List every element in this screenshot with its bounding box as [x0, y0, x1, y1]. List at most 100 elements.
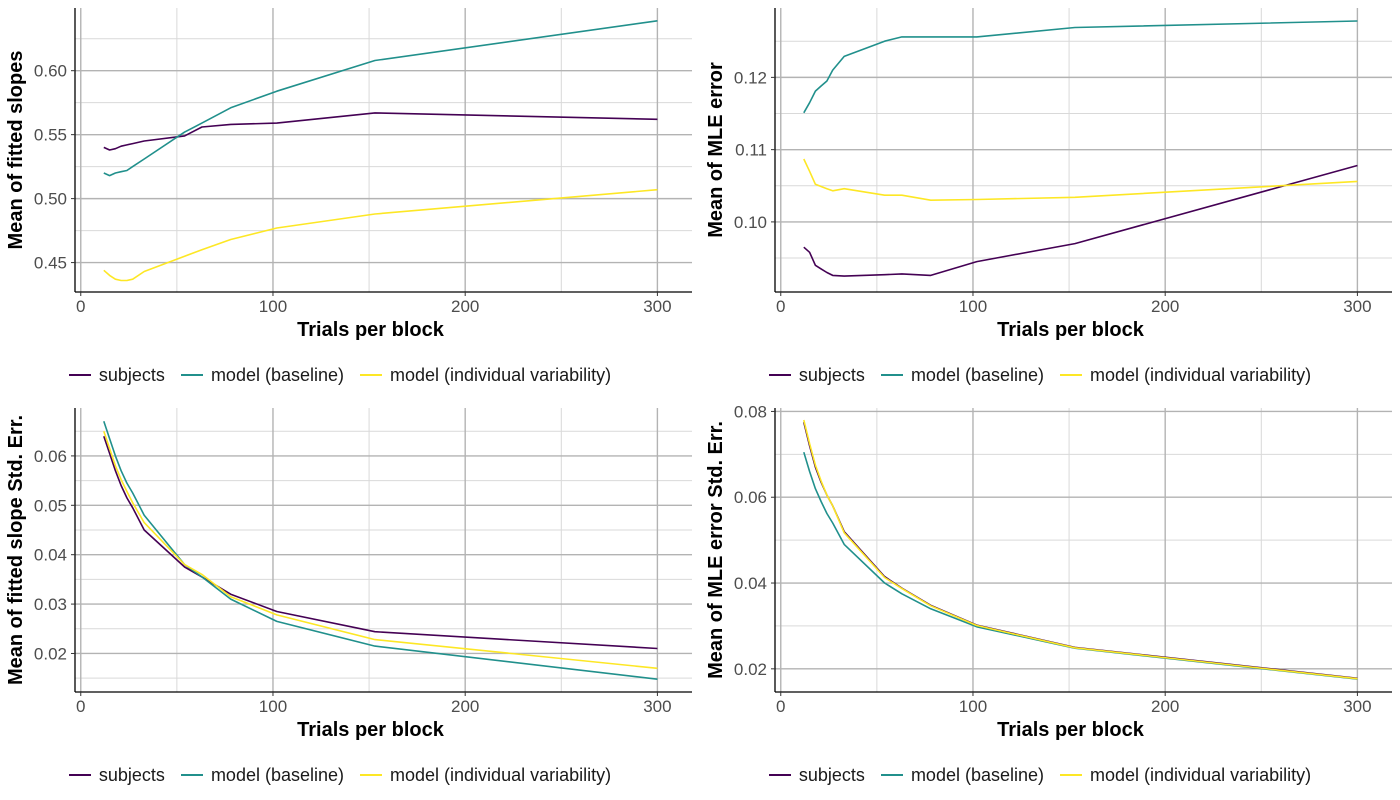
series-line-model-baseline — [103, 421, 658, 680]
y-axis-title: Mean of MLE error Std. Err. — [705, 421, 727, 679]
y-axis-title: Mean of fitted slope Std. Err. — [5, 415, 27, 685]
y-tick-label: 0.04 — [34, 546, 67, 565]
chart-plot: 0 100 200 300 0.45 0.50 0.55 0.60 Trials per blo… — [5, 8, 692, 341]
legend-label: model (baseline) — [210, 364, 345, 385]
legend-label: model (individual variability) — [1090, 364, 1312, 385]
x-tick-label: 100 — [259, 297, 287, 316]
legend-item: subjects — [68, 364, 165, 386]
x-tick-label: 0 — [76, 697, 85, 716]
series-line-subjects — [103, 435, 658, 650]
x-tick-label: 0 — [76, 297, 85, 316]
x-tick-label: 200 — [1151, 297, 1179, 316]
legend-item: model (individual variability) — [1060, 765, 1311, 786]
legend-key — [880, 774, 903, 776]
chart-panel-mle-error: 0 100 200 300 0.10 0.11 0.12 Trials per block Me… — [700, 0, 1400, 400]
y-tick-label: 0.50 — [34, 190, 67, 209]
legend-key — [180, 374, 203, 376]
x-tick-label: 300 — [643, 697, 671, 716]
x-tick-label: 200 — [451, 297, 479, 316]
legend-label: model (individual variability) — [390, 764, 612, 785]
y-tick-label: 0.08 — [734, 402, 767, 421]
series-line-model-individual-variability — [103, 188, 658, 282]
legend-key — [360, 774, 383, 776]
legend-label: subjects — [98, 764, 165, 785]
legend-item: model (individual variability) — [360, 365, 611, 386]
legend: subjects model (baseline) model (individua… — [0, 762, 690, 788]
x-tick-label: 0 — [776, 297, 785, 316]
legend-label: model (individual variability) — [390, 364, 612, 385]
minor-gridlines — [75, 408, 692, 692]
major-gridlines — [75, 8, 692, 292]
series-line-model-baseline — [803, 20, 1358, 114]
y-tick-label: 0.06 — [734, 488, 767, 507]
legend-key — [1060, 774, 1083, 776]
x-axis-title: Trials per block — [297, 719, 445, 741]
legend-item: model (baseline) — [180, 364, 345, 386]
x-axis-title: Trials per block — [297, 319, 445, 341]
series-line-model-individual-variability — [803, 419, 1358, 680]
chart-plot: 0 100 200 300 0.02 0.03 0.04 0.05 0.06 Trials per… — [5, 408, 692, 741]
legend-label: subjects — [798, 764, 865, 785]
x-tick-label: 200 — [1151, 697, 1179, 716]
legend-key — [1060, 374, 1083, 376]
legend-label: model (baseline) — [910, 364, 1045, 385]
x-tick-label: 300 — [643, 297, 671, 316]
x-tick-label: 100 — [959, 697, 987, 716]
legend: subjects model (baseline) model (individua… — [0, 362, 690, 388]
legend-label: model (baseline) — [910, 764, 1045, 785]
y-tick-label: 0.45 — [34, 254, 67, 273]
y-tick-label: 0.06 — [34, 447, 67, 466]
legend-item: subjects — [768, 364, 865, 386]
legend: subjects model (baseline) model (individua… — [690, 762, 1390, 788]
x-tick-label: 300 — [1343, 297, 1371, 316]
series-line-model-baseline — [803, 451, 1358, 680]
legend-key — [768, 374, 791, 376]
y-axis-title: Mean of fitted slopes — [5, 51, 27, 250]
legend: subjects model (baseline) model (individua… — [690, 362, 1390, 388]
major-gridlines — [75, 408, 692, 692]
chart-panel-slope-std-err: 0 100 200 300 0.02 0.03 0.04 0.05 0.06 Trials per… — [0, 400, 700, 800]
series-line-model-individual-variability — [803, 158, 1358, 201]
y-axis-title: Mean of MLE error — [705, 62, 727, 238]
x-tick-label: 300 — [1343, 697, 1371, 716]
minor-gridlines — [75, 8, 692, 292]
y-tick-label: 0.55 — [34, 126, 67, 145]
y-tick-label: 0.12 — [734, 68, 767, 87]
x-axis-title: Trials per block — [997, 319, 1145, 341]
legend-item: model (baseline) — [880, 364, 1045, 386]
series-line-model-baseline — [103, 20, 658, 177]
x-tick-label: 100 — [259, 697, 287, 716]
minor-gridlines — [775, 408, 1392, 692]
y-tick-label: 0.05 — [34, 496, 67, 515]
legend-key — [880, 374, 903, 376]
legend-item: model (baseline) — [880, 764, 1045, 786]
chart-plot: 0 100 200 300 0.02 0.04 0.06 0.08 Trials per blo… — [705, 402, 1392, 741]
y-tick-label: 0.02 — [34, 644, 67, 663]
y-tick-label: 0.10 — [734, 213, 767, 232]
legend-item: model (individual variability) — [1060, 365, 1311, 386]
legend-key — [180, 774, 203, 776]
legend-item: model (individual variability) — [360, 765, 611, 786]
y-tick-label: 0.04 — [734, 574, 767, 593]
x-tick-label: 200 — [451, 697, 479, 716]
legend-label: subjects — [798, 364, 865, 385]
x-tick-label: 100 — [959, 297, 987, 316]
series-line-subjects — [103, 112, 658, 151]
y-tick-label: 0.11 — [735, 141, 767, 160]
x-axis-title: Trials per block — [997, 719, 1145, 741]
legend-label: subjects — [98, 364, 165, 385]
major-gridlines — [775, 8, 1392, 292]
major-gridlines — [775, 408, 1392, 692]
chart-panel-mle-error-std-err: 0 100 200 300 0.02 0.04 0.06 0.08 Trials per blo… — [700, 400, 1400, 800]
legend-label: model (individual variability) — [1090, 764, 1312, 785]
legend-item: subjects — [768, 764, 865, 786]
legend-item: model (baseline) — [180, 765, 344, 786]
series-line-subjects — [803, 164, 1358, 277]
legend-key — [360, 374, 383, 376]
y-tick-label: 0.02 — [734, 660, 767, 679]
chart-panel-fitted-slopes: 0 100 200 300 0.45 0.50 0.55 0.60 Trials per blo… — [0, 0, 700, 400]
series-line-model-individual-variability — [103, 430, 658, 670]
y-tick-label: 0.03 — [34, 595, 67, 614]
series-line-subjects — [803, 422, 1358, 680]
legend-key — [768, 774, 791, 776]
